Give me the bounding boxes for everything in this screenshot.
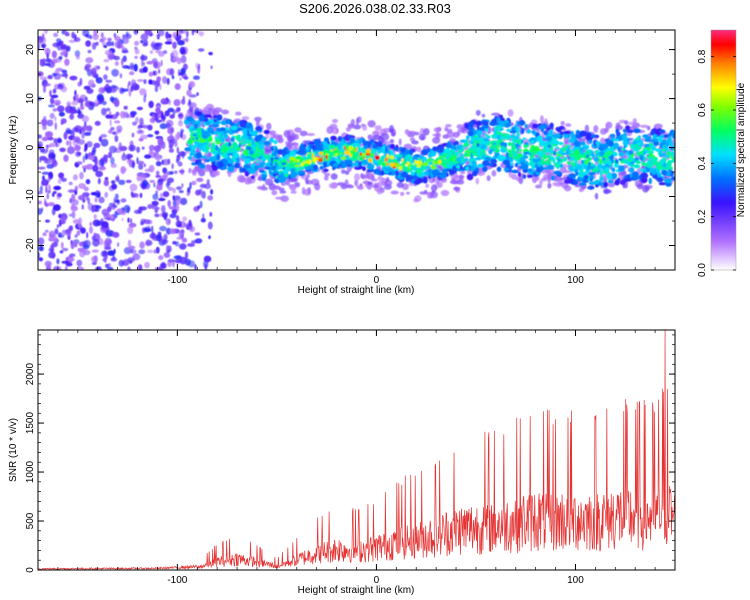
top-y-tick-label: 10 [25,93,36,105]
bottom-y-tick-label: 2000 [25,363,36,386]
colorbar-tick-label: 0.8 [697,49,708,63]
spectrogram-heatmap [38,30,675,270]
colorbar: 0.0 0.2 0.4 0.6 0.8 Normalized spectral ampl… [697,29,747,277]
colorbar-tick-label: 0.2 [697,209,708,223]
top-x-tick-label: -100 [167,275,187,286]
top-y-axis-label: Frequency (Hz) [8,116,19,185]
top-x-axis-label: Height of straight line (km) [298,285,415,296]
top-x-tick-label: 0 [374,275,380,286]
colorbar-label: Normalized spectral amplitude [736,82,747,217]
bottom-x-axis-label: Height of straight line (km) [298,585,415,596]
bottom-x-tick-label: -100 [167,575,187,586]
colorbar-tick-label: 0.6 [697,103,708,117]
top-y-tick-label: -20 [25,238,36,253]
bottom-x-tick-label: 0 [374,575,380,586]
bottom-x-tick-label: 100 [567,575,584,586]
bottom-y-tick-label: 1000 [25,460,36,483]
bottom-y-axis-label: SNR (10 * v/v) [8,418,19,482]
colorbar-tick-label: 0.0 [697,263,708,277]
top-x-tick-label: 100 [567,275,584,286]
bottom-y-tick-label: 0 [25,567,36,573]
snr-series-line [38,330,675,570]
figure-title: S206.2026.038.02.33.R03 [299,1,451,16]
bottom-y-tick-label: 1500 [25,412,36,435]
top-y-tick-label: 0 [25,144,36,150]
bottom-y-tick-label: 500 [25,512,36,529]
colorbar-tick-label: 0.4 [697,156,708,170]
colorbar-gradient [711,30,736,270]
top-y-tick-label: 20 [25,44,36,56]
top-y-tick-label: -10 [25,189,36,204]
